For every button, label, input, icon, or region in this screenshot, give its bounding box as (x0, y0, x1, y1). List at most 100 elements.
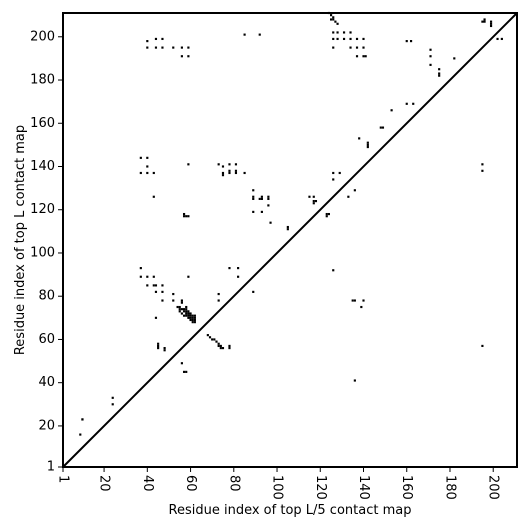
contact-point-lower (228, 344, 231, 348)
contact-point-upper (154, 37, 158, 41)
contact-point-upper (111, 403, 114, 406)
contact-point-upper (483, 18, 486, 21)
contact-point-upper (349, 37, 352, 41)
contact-point-lower (180, 308, 183, 311)
contact-point-lower (157, 344, 160, 348)
y-axis-label: Residue index of top L contact map (13, 125, 28, 355)
contact-point-upper (332, 178, 335, 181)
contact-point-lower (187, 275, 190, 278)
contact-point-lower (193, 318, 196, 322)
contact-point-upper (327, 212, 330, 216)
contact-point-upper (362, 37, 365, 41)
contact-point-lower (360, 305, 363, 309)
contact-point-lower (481, 163, 484, 166)
contact-point-upper (429, 63, 432, 66)
contact-point-upper (438, 74, 441, 77)
contact-point-upper (349, 46, 352, 49)
plot-frame (62, 12, 518, 468)
contact-point-lower (185, 310, 188, 313)
contact-point-lower (182, 314, 186, 317)
contact-point-upper (353, 189, 356, 192)
contact-point-upper (438, 68, 441, 71)
contact-point-upper (330, 14, 333, 17)
contact-point-lower (189, 312, 192, 315)
contact-point-lower (178, 305, 181, 309)
contact-point-upper (409, 40, 413, 43)
x-tick-label: 1 (56, 475, 71, 483)
contact-point-lower (180, 301, 183, 304)
contact-point-lower (163, 347, 166, 350)
contact-point-lower (217, 299, 220, 302)
contact-point-upper (355, 37, 359, 41)
contact-point-lower (353, 299, 356, 302)
contact-point-upper (366, 141, 369, 144)
contact-point-upper (355, 46, 359, 49)
contact-point-lower (152, 275, 155, 278)
contact-point-upper (342, 31, 346, 34)
y-tick-label: 140 (30, 159, 55, 174)
contact-point-lower (208, 336, 212, 339)
y-tick-label: 120 (30, 202, 55, 217)
contact-point-upper (429, 48, 432, 51)
x-tick-label: 140 (356, 475, 371, 500)
contact-point-upper (489, 22, 493, 25)
contact-point-upper (412, 102, 415, 105)
contact-point-upper (187, 215, 190, 218)
contact-point-lower (237, 267, 240, 270)
contact-point-lower (332, 269, 335, 272)
contact-point-upper (172, 46, 175, 49)
contact-point-lower (217, 292, 220, 296)
contact-point-lower (189, 314, 192, 317)
y-tick-label: 60 (38, 332, 55, 347)
contact-point-upper (221, 171, 225, 175)
x-tick-label: 120 (313, 475, 328, 500)
contact-point-lower (219, 344, 222, 348)
contact-point-lower (180, 362, 183, 365)
contact-point-lower (146, 275, 149, 278)
contact-point-upper (330, 18, 333, 21)
x-tick-label: 160 (399, 475, 414, 500)
contact-point-upper (267, 197, 270, 200)
y-tick-label: 20 (38, 418, 55, 433)
contact-point-lower (157, 342, 160, 345)
contact-point-upper (366, 145, 369, 149)
contact-point-upper (234, 163, 238, 166)
contact-point-lower (193, 316, 196, 319)
contact-point-upper (139, 171, 142, 175)
contact-point-upper (312, 195, 315, 198)
contact-point-upper (338, 171, 341, 175)
contact-point-lower (154, 284, 158, 287)
contact-point-upper (332, 16, 335, 19)
contact-point-lower (161, 290, 164, 293)
contact-point-lower (154, 290, 158, 293)
contact-point-lower (172, 299, 175, 302)
x-tick-label: 40 (140, 475, 155, 492)
contact-point-lower (193, 321, 196, 324)
contact-point-lower (157, 347, 160, 350)
contact-point-upper (260, 195, 263, 198)
contact-point-upper (381, 126, 385, 129)
contact-point-upper (152, 195, 155, 198)
contact-point-lower (161, 284, 164, 287)
contact-point-upper (342, 37, 346, 41)
contact-point-lower (176, 305, 179, 309)
contact-point-upper (228, 163, 231, 166)
x-axis-label: Residue index of top L/5 contact map (169, 503, 412, 518)
contact-point-upper (347, 195, 350, 198)
y-tick-label: 1 (47, 460, 55, 475)
contact-point-lower (237, 275, 240, 278)
contact-point-upper (252, 189, 255, 192)
contact-point-lower (481, 344, 484, 348)
x-tick-label: 80 (226, 475, 241, 492)
contact-point-lower (193, 314, 196, 317)
contact-point-lower (286, 225, 289, 229)
contact-point-upper (228, 171, 231, 175)
y-tick-label: 160 (30, 116, 55, 131)
contact-point-upper (379, 126, 382, 129)
contact-point-lower (185, 370, 188, 373)
contact-point-upper (481, 20, 484, 23)
contact-point-upper (146, 165, 149, 168)
contact-point-upper (146, 46, 149, 49)
contact-point-lower (139, 275, 142, 278)
